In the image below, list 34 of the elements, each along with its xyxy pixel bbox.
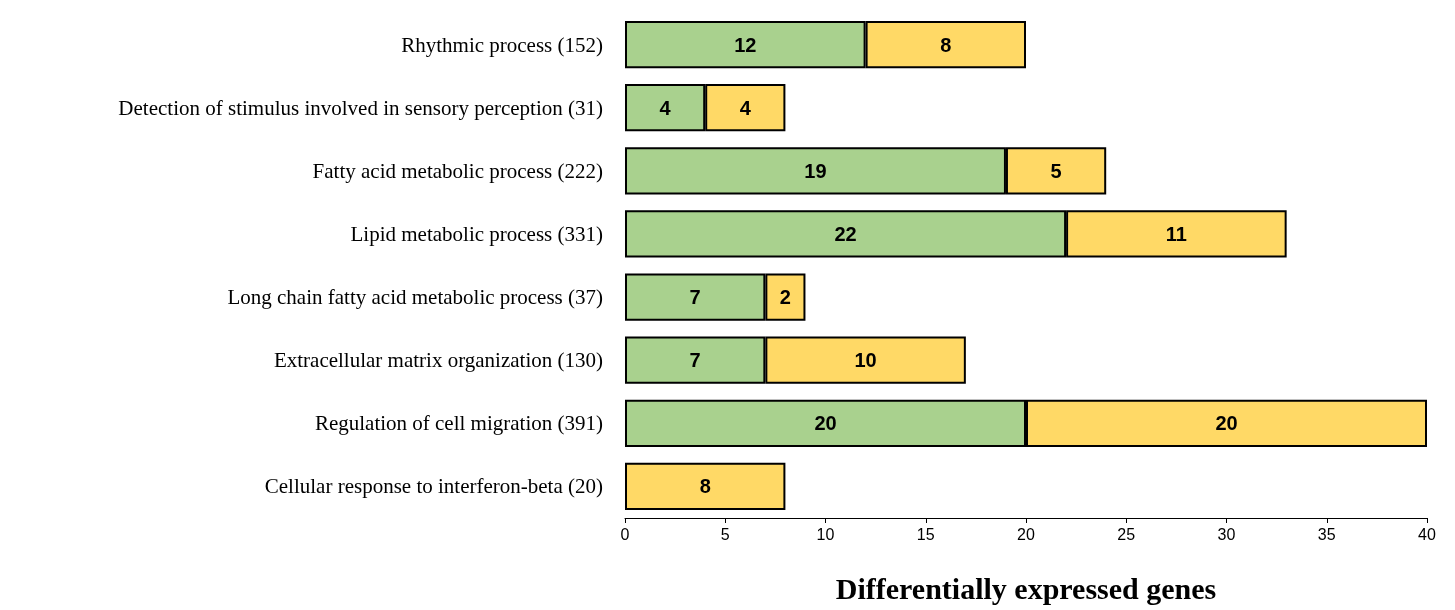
- data-label: 11: [1165, 222, 1187, 245]
- data-label: 19: [804, 159, 827, 182]
- x-tick-label: 25: [1117, 525, 1136, 543]
- data-label: 22: [834, 222, 857, 245]
- data-label: 4: [659, 96, 672, 119]
- data-label: 7: [689, 286, 701, 309]
- bar: [625, 462, 786, 511]
- data-label: 10: [854, 349, 877, 372]
- data-label: 8: [940, 33, 952, 56]
- x-tick-label: 5: [720, 525, 730, 543]
- data-label: 20: [1215, 412, 1238, 435]
- y-tick-label: Cellular response to interferon-beta (20): [264, 474, 603, 499]
- y-tick-label: Long chain fatty acid metabolic process (37): [227, 285, 603, 310]
- data-label: 12: [734, 33, 757, 56]
- x-tick-label: 15: [916, 525, 935, 543]
- x-tick-label: 40: [1418, 525, 1436, 543]
- x-axis-title: Differentially expressed genes: [835, 571, 1217, 605]
- data-label: 8: [699, 475, 711, 498]
- data-label: 5: [1050, 159, 1062, 182]
- y-tick-label: Extracellular matrix organization (130): [273, 348, 603, 373]
- data-label: 7: [689, 349, 701, 372]
- y-tick-label: Lipid metabolic process (331): [350, 221, 603, 246]
- y-tick-label: Rhythmic process (152): [401, 32, 604, 57]
- y-tick-label: Regulation of cell migration (391): [314, 411, 604, 436]
- data-label: 20: [814, 412, 837, 435]
- x-tick-label: 10: [816, 525, 835, 543]
- x-tick-label: 0: [620, 525, 630, 543]
- x-tick-label: 35: [1317, 525, 1336, 543]
- y-tick-label: Detection of stimulus involved in sensory perception (31): [118, 95, 603, 120]
- data-label: 2: [779, 286, 791, 309]
- x-tick-label: 30: [1217, 525, 1236, 543]
- data-label: 4: [739, 96, 752, 119]
- x-tick-label: 20: [1017, 525, 1035, 543]
- y-tick-label: Fatty acid metabolic process (222): [312, 158, 603, 183]
